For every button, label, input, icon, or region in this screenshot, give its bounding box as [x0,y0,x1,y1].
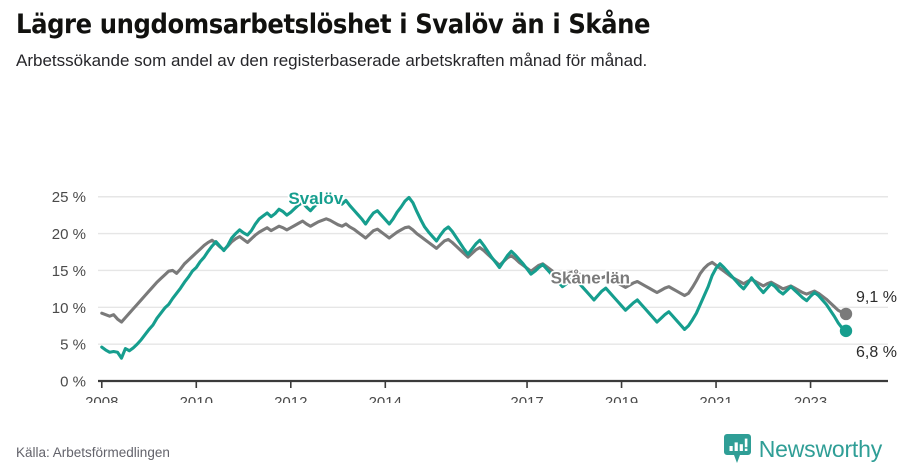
brand-name: Newsworthy [758,435,882,462]
chart-plot-area: 0 % 5 % 10 % 15 % 20 % 25 % 2008 2010 2012 2014 20… [0,148,900,403]
chart-header: Lägre ungdomsarbetslöshet i Svalöv än i … [0,0,900,73]
y-axis-tick-label: 0 % [60,374,86,391]
y-axis-tick-label: 25 % [52,189,86,206]
bar-chart-bubble-icon [723,434,751,463]
x-axis-tick-label: 2021 [699,394,732,403]
y-axis-tick-label: 5 % [60,337,86,354]
x-axis-tick-label: 2019 [605,394,638,403]
x-axis-tick-label: 2017 [510,394,543,403]
y-axis-tick-label: 10 % [52,300,86,317]
chart-subtitle: Arbetssökande som andel av den registerb… [16,51,648,71]
series-line-svalv [100,191,848,360]
series-endpoint-dot [839,324,853,338]
series-endpoint-dot [839,307,853,321]
chart-footer: Källa: Arbetsförmedlingen Newsworthy [0,418,900,474]
x-axis-tick-label: 2008 [85,394,118,403]
series-inline-label: Skåne län [551,269,630,288]
x-axis-tick-label: 2010 [180,394,213,403]
newsworthy-logo[interactable]: Newsworthy [723,434,882,464]
series-inline-label: Svalöv [288,189,343,208]
line-chart-svg: 0 % 5 % 10 % 15 % 20 % 25 % 2008 2010 2012 2014 20… [52,187,897,403]
series-end-value-label: 6,8 % [856,344,897,361]
x-axis-tick-label: 2023 [794,394,827,403]
series-end-value-label: 9,1 % [856,289,897,306]
x-axis-tick-label: 2012 [274,394,307,403]
y-axis-tick-label: 15 % [52,263,86,280]
page-title: Lägre ungdomsarbetslöshet i Svalöv än i … [16,9,651,40]
y-axis-tick-label: 20 % [52,226,86,243]
x-axis-tick-label: 2014 [369,394,402,403]
source-note: Källa: Arbetsförmedlingen [16,445,170,460]
